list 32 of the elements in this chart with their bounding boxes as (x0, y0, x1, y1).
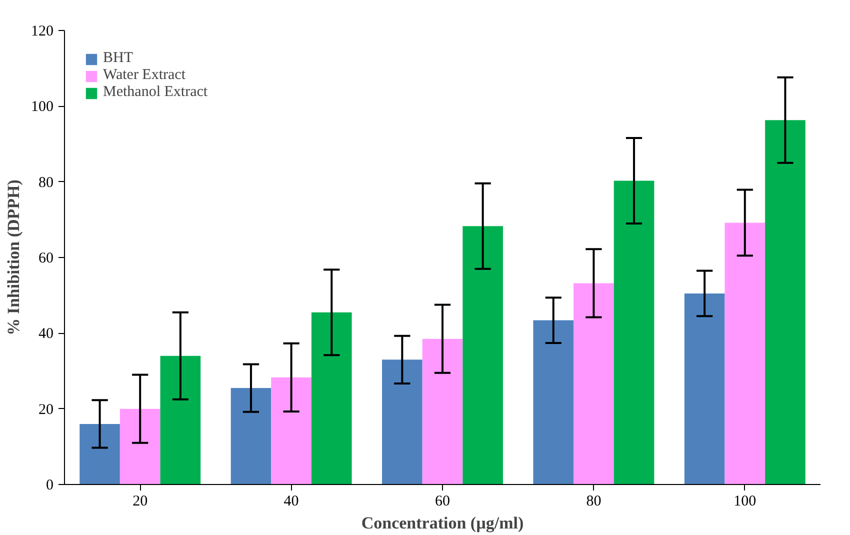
bar (80, 424, 120, 484)
bar (120, 408, 160, 484)
bar (614, 180, 654, 484)
legend-label: BHT (103, 50, 133, 67)
y-tick-label: 120 (31, 24, 54, 40)
y-axis-title: % Inhibition (DPPH) (4, 180, 23, 336)
bar (574, 283, 614, 484)
bar (422, 338, 463, 484)
bar (160, 356, 201, 484)
y-tick-label: 80 (38, 174, 54, 191)
bar (462, 226, 503, 484)
x-tick-label: 80 (586, 494, 602, 510)
x-tick-label: 20 (132, 494, 148, 510)
y-tick-label: 20 (38, 402, 54, 418)
y-tick-label: 60 (38, 250, 54, 266)
bar (230, 388, 272, 484)
bar (382, 360, 422, 484)
bar (724, 222, 766, 484)
y-tick-label: 40 (38, 326, 54, 342)
bar (765, 120, 806, 484)
legend-label: Methanol Extract (103, 84, 208, 101)
x-tick-label: 60 (435, 494, 450, 510)
bar (311, 312, 352, 484)
bar (684, 293, 725, 484)
x-tick-label: 100 (734, 494, 756, 510)
x-tick-label: 40 (284, 494, 299, 510)
bar (271, 377, 312, 484)
x-axis-title: Concentration (µg/ml) (361, 514, 524, 532)
y-tick-label: 0 (46, 478, 54, 494)
legend-label: Water Extract (103, 67, 186, 84)
bar (533, 320, 574, 484)
y-tick-label: 100 (31, 99, 54, 116)
